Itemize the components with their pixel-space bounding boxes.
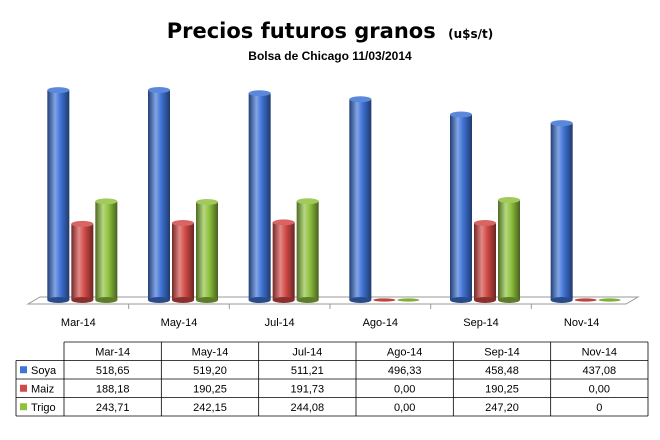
bar-top-soya-jul-14 <box>248 90 271 97</box>
bar-trigo-may-14 <box>196 202 218 300</box>
bar-top-soya-may-14 <box>148 86 170 93</box>
bar-soya-jul-14 <box>248 93 271 300</box>
bar-base-trigo-sep-14 <box>498 297 520 303</box>
bar-maiz-nov-14 <box>574 298 597 302</box>
table-cell: 437,08 <box>583 365 617 377</box>
table-cell: 496,33 <box>388 365 422 377</box>
bar-base-maiz-jul-14 <box>272 297 295 303</box>
bar-base-soya-nov-14 <box>550 297 573 303</box>
table-header-cell: Mar-14 <box>95 347 130 359</box>
table-row-label: Trigo <box>31 402 56 414</box>
bar-trigo-ago-14 <box>397 298 420 302</box>
legend-swatch-maiz <box>20 384 27 392</box>
table-header-cell: Jul-14 <box>292 347 322 359</box>
bar-base-soya-may-14 <box>148 297 170 303</box>
table-cell: 242,15 <box>193 402 227 414</box>
bar-base-maiz-may-14 <box>172 297 194 303</box>
table-header-cell: Ago-14 <box>387 347 422 359</box>
table-cell: 0,00 <box>394 384 415 396</box>
bar-trigo-mar-14 <box>95 201 118 300</box>
chart-subtitle: Bolsa de Chicago 11/03/2014 <box>248 49 412 63</box>
bar-maiz-may-14 <box>172 223 194 300</box>
bar-soya-mar-14 <box>47 90 70 301</box>
bar-base-soya-jul-14 <box>248 297 271 303</box>
x-tick-label: Nov-14 <box>564 317 599 329</box>
bars-group <box>47 86 621 303</box>
table-cell: 190,25 <box>485 384 519 396</box>
table-row-label: Soya <box>31 365 57 377</box>
bar-maiz-ago-14 <box>373 298 396 302</box>
bar-soya-sep-14 <box>450 114 472 300</box>
table-header-cell: Nov-14 <box>582 347 617 359</box>
table-cell: 247,20 <box>485 402 519 414</box>
bar-trigo-sep-14 <box>498 199 520 300</box>
x-tick-label: Sep-14 <box>463 317 498 329</box>
bar-trigo-jul-14 <box>296 201 319 300</box>
bar-maiz-mar-14 <box>71 223 94 300</box>
bar-top-trigo-sep-14 <box>498 196 520 203</box>
bar-top-soya-nov-14 <box>550 120 573 127</box>
x-tick-label: Mar-14 <box>61 317 96 329</box>
bar-top-soya-mar-14 <box>47 87 70 94</box>
bar-top-maiz-mar-14 <box>71 220 94 227</box>
bar-base-soya-ago-14 <box>349 297 372 303</box>
bar-maiz-jul-14 <box>272 222 295 300</box>
bar-top-maiz-sep-14 <box>474 220 496 227</box>
bar-top-maiz-jul-14 <box>272 219 295 226</box>
table-cell: 191,73 <box>291 384 325 396</box>
table-cell: 0,00 <box>394 402 415 414</box>
table-cell: 458,48 <box>485 365 519 377</box>
x-tick-label: May-14 <box>161 317 198 329</box>
bar-base-trigo-mar-14 <box>95 297 118 303</box>
legend-swatch-soya <box>20 366 27 374</box>
bar-base-trigo-may-14 <box>196 297 218 303</box>
table-header-cell: Sep-14 <box>484 347 519 359</box>
bar-base-maiz-mar-14 <box>71 297 94 303</box>
bar-top-trigo-may-14 <box>196 199 218 206</box>
table-cell: 511,21 <box>291 365 324 377</box>
table-cell: 0,00 <box>589 384 610 396</box>
table-cell: 519,20 <box>193 365 227 377</box>
chart-title-main: Precios futuros granos <box>167 19 436 43</box>
bar-soya-nov-14 <box>550 123 573 300</box>
table-cell: 518,65 <box>96 365 130 377</box>
bar-top-soya-ago-14 <box>349 96 372 103</box>
legend-swatch-trigo <box>20 403 27 411</box>
table-cell: 190,25 <box>193 384 227 396</box>
bar-base-trigo-jul-14 <box>296 297 319 303</box>
bar-soya-may-14 <box>148 89 170 301</box>
x-ticks-group: Mar-14 May-14 Jul-14 Ago-14 Sep-14 Nov-14 <box>61 304 599 329</box>
bar-top-soya-sep-14 <box>450 111 472 118</box>
bar-maiz-sep-14 <box>474 223 496 300</box>
chart-floor <box>26 296 640 305</box>
bar-base-soya-mar-14 <box>47 297 70 303</box>
table-cell: 188,18 <box>96 384 130 396</box>
bar-base-soya-sep-14 <box>450 297 472 303</box>
chart-title-unit: (u$s/t) <box>448 27 493 41</box>
bar-soya-ago-14 <box>349 99 372 301</box>
bar-top-trigo-mar-14 <box>95 198 118 205</box>
table-cell: 244,08 <box>291 402 325 414</box>
bar-trigo-nov-14 <box>598 298 621 302</box>
x-tick-label: Ago-14 <box>363 317 398 329</box>
x-tick-label: Jul-14 <box>265 317 295 329</box>
table-cell: 243,71 <box>96 402 130 414</box>
table-row-label: Maiz <box>31 384 54 396</box>
data-table: Mar-14 May-14 Jul-14 Ago-14 Sep-14 Nov-14 Soya… <box>15 341 649 417</box>
bar-base-maiz-sep-14 <box>474 297 496 303</box>
chart-title: Precios futuros granos (u$s/t) <box>167 19 494 43</box>
table-header-cell: May-14 <box>192 347 229 359</box>
table-cell: 0 <box>596 402 602 414</box>
bar-top-trigo-jul-14 <box>296 198 319 205</box>
bar-top-maiz-may-14 <box>172 220 194 227</box>
